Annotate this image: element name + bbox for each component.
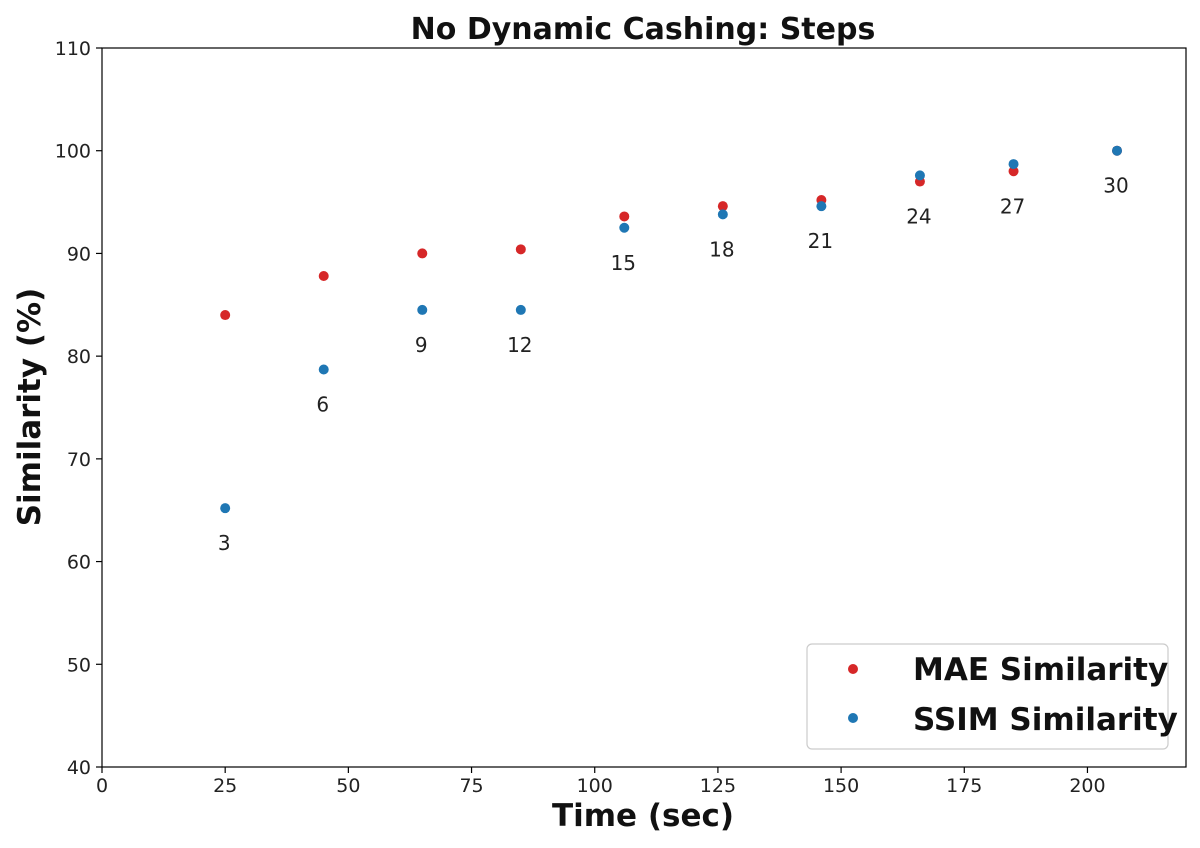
x-tick-label: 50	[336, 775, 360, 797]
x-tick-label: 75	[459, 775, 483, 797]
step-label: 15	[611, 251, 636, 275]
ssim-point	[816, 201, 827, 212]
mae-point	[417, 248, 428, 259]
mae-point	[717, 201, 728, 212]
y-tick-label: 50	[67, 654, 91, 676]
x-axis: 0 25 50 75 100 125 150 175 200	[96, 767, 1106, 797]
mae-point	[515, 244, 526, 255]
y-tick-label: 110	[55, 38, 91, 60]
ssim-point	[717, 209, 728, 220]
x-tick-label: 175	[946, 775, 982, 797]
ssim-point	[619, 222, 630, 233]
step-label: 24	[906, 205, 931, 229]
mae-point	[619, 211, 630, 222]
y-tick-label: 60	[67, 552, 91, 574]
legend-marker-mae	[848, 664, 858, 674]
data-points	[220, 145, 1123, 514]
y-tick-label: 70	[67, 449, 91, 471]
y-axis: 40 50 60 70 80 90 100 110	[55, 38, 102, 779]
mae-point	[220, 310, 231, 321]
step-label: 6	[316, 392, 329, 416]
plot-area	[101, 47, 1187, 768]
ssim-point	[1112, 145, 1123, 156]
x-tick-label: 25	[213, 775, 237, 797]
y-tick-label: 80	[67, 346, 91, 368]
ssim-point	[515, 304, 526, 315]
step-label: 30	[1103, 174, 1128, 198]
y-tick-label: 90	[67, 243, 91, 265]
point-labels: 3 6 9 12 15 18 21 24 27 30	[218, 174, 1129, 555]
x-tick-label: 150	[823, 775, 859, 797]
ssim-point	[417, 304, 428, 315]
ssim-point	[220, 503, 231, 514]
step-label: 21	[808, 229, 833, 253]
step-label: 18	[709, 237, 734, 261]
x-tick-label: 0	[96, 775, 108, 797]
chart-title: No Dynamic Cashing: Steps	[411, 12, 876, 47]
y-tick-label: 100	[55, 141, 91, 163]
x-tick-label: 125	[700, 775, 736, 797]
y-axis-label: Similarity (%)	[12, 288, 48, 527]
step-label: 27	[1000, 194, 1025, 218]
legend-marker-ssim	[848, 713, 858, 723]
x-tick-label: 100	[577, 775, 613, 797]
legend-label-mae: MAE Similarity	[913, 652, 1168, 688]
step-label: 9	[415, 333, 428, 357]
x-axis-label: Time (sec)	[552, 798, 734, 834]
legend-box	[806, 643, 1169, 750]
mae-point	[318, 271, 329, 282]
y-tick-label: 40	[67, 757, 91, 779]
ssim-point	[1008, 159, 1019, 170]
ssim-point	[318, 364, 329, 375]
x-tick-label: 200	[1069, 775, 1105, 797]
mae-point	[1008, 166, 1019, 177]
legend-label-ssim: SSIM Similarity	[913, 702, 1178, 738]
step-label: 3	[218, 531, 231, 555]
step-label: 12	[507, 333, 532, 357]
legend: MAE Similarity SSIM Similarity	[806, 643, 1178, 750]
ssim-point	[914, 170, 925, 181]
